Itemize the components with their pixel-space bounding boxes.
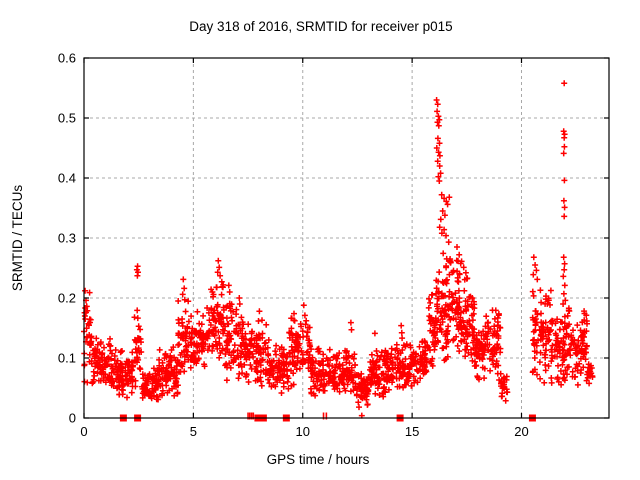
y-tick-labels: 0 0.1 0.2 0.3 0.4 0.5 0.6 — [58, 51, 76, 426]
y-tick-label: 0.3 — [58, 231, 76, 246]
y-tick-label: 0.6 — [58, 51, 76, 66]
plot-border-and-ticks — [83, 57, 610, 419]
y-tick-label: 0.1 — [58, 351, 76, 366]
chart-title: Day 318 of 2016, SRMTID for receiver p01… — [189, 19, 452, 34]
x-axis-label: GPS time / hours — [267, 452, 370, 467]
y-tick-label: 0.5 — [58, 111, 76, 126]
y-tick-label: 0.2 — [58, 291, 76, 306]
x-tick-label: 15 — [405, 424, 419, 439]
y-tick-label: 0.4 — [58, 171, 76, 186]
data-points — [81, 80, 596, 419]
x-tick-label: 10 — [296, 424, 310, 439]
x-tick-label: 20 — [514, 424, 528, 439]
y-axis-label: SRMTID / TECUs — [10, 185, 25, 292]
y-tick-label: 0 — [69, 411, 76, 426]
zero-markers — [119, 412, 536, 422]
x-tick-labels: 0 5 10 15 20 — [80, 424, 528, 439]
x-tick-label: 0 — [80, 424, 87, 439]
x-tick-label: 5 — [190, 424, 197, 439]
